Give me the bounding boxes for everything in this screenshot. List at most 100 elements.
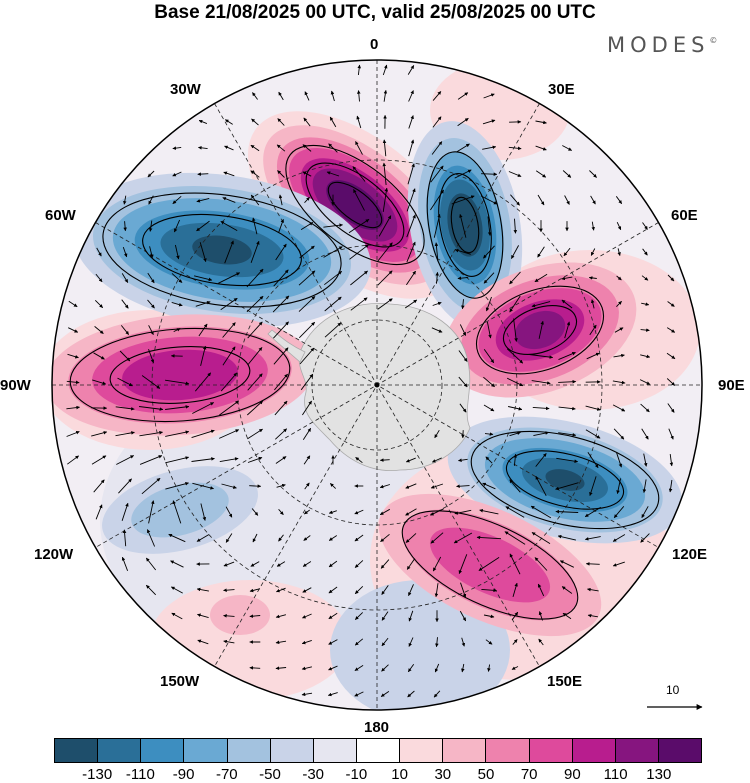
wind-vector [538,611,543,621]
wind-vector [481,588,497,593]
wind-vector [274,400,288,416]
lon-label-90e: 90E [718,377,745,394]
wind-vector [641,302,650,306]
wind-vector [354,560,364,568]
wind-vector [377,298,393,310]
wind-vector [119,350,131,362]
colorbar-swatch [97,739,141,762]
wind-vector [380,533,390,543]
wind-vector [141,375,161,389]
wind-vector [435,637,439,648]
wind-vector [512,582,518,598]
wind-vector [534,557,548,571]
wind-vector [668,479,673,493]
wind-vector [616,478,622,494]
wind-vector [122,529,127,547]
wind-vector [165,456,190,464]
wind-vector [613,428,625,440]
wind-vector [454,509,472,515]
wind-vector [590,195,596,205]
wind-vector [382,187,389,212]
wind-vector [278,218,285,233]
reference-vector-arrow [647,704,703,710]
lon-label-120w: 120W [34,546,74,563]
wind-vector [485,639,493,645]
wind-vector [513,318,518,342]
wind-vector [220,372,238,392]
wind-vector [172,171,182,177]
anomaly-field [52,60,702,710]
wind-vector [537,194,545,206]
colorbar-tick-label: -110 [125,766,155,783]
wind-vector [172,195,182,205]
wind-vector [482,145,497,150]
colorbar-swatch [657,739,702,762]
wind-vector [67,455,79,465]
wind-vector [381,637,389,647]
colorbar-tick-label: 110 [603,766,628,783]
wind-vector [485,456,493,464]
wind-vector [274,428,288,440]
colorbar-swatch [442,739,486,762]
wind-vector [535,120,547,125]
positive-anomaly-east [443,262,637,398]
wind-vector [453,532,473,544]
wind-vector [555,509,579,514]
wind-vector [171,273,183,283]
wind-vector [535,475,547,497]
wind-vector [247,373,263,391]
wind-vector [380,559,390,569]
wind-vector [557,534,577,541]
wind-vector [117,377,133,387]
wind-vector [585,429,601,439]
colorbar-swatch [312,739,356,762]
colorbar-ticks: -130 -110 -90 -70 -50 -30 -10 10 30 50 70 90 110 130 [0,766,750,783]
wind-vector [639,379,651,385]
wind-vector [430,483,444,489]
wind-vector [165,379,190,386]
wind-vector [432,116,442,128]
wind-vector [434,583,439,598]
wind-vector [250,240,260,263]
wind-vector [406,214,416,238]
wind-vector [66,405,80,410]
wind-vector [509,479,521,493]
wind-vector [555,482,579,491]
wind-vector [479,508,499,515]
wind-vector [250,170,260,178]
wind-vector [407,163,415,185]
wind-vector [513,218,518,234]
wind-vector [558,379,577,384]
wind-vector [328,510,337,514]
wind-vector [354,509,364,515]
wind-vector [563,247,571,257]
wind-vector [483,348,495,364]
wind-vector [408,610,414,622]
wind-vector [173,219,181,233]
wind-vector [561,276,573,281]
wind-vector [276,483,286,488]
wind-vector [247,428,263,440]
wind-vector [586,352,600,360]
wind-vector [478,557,500,571]
wind-vector [487,216,492,236]
wind-vector [482,119,496,125]
wind-vector [408,584,414,597]
wind-vector [323,246,343,258]
wind-vector [504,531,526,545]
wind-vector [562,612,572,620]
wind-vector [487,664,491,672]
wind-vector [247,321,263,339]
wind-vector [561,299,573,309]
brand-mark: © [709,36,718,45]
wind-vector [328,143,338,153]
wind-vector [252,92,258,100]
wind-vector [66,431,80,437]
wind-vector [641,506,649,519]
wind-vector [145,557,157,571]
wind-vector [222,197,236,203]
wind-vector [461,299,465,310]
wind-vector [275,640,287,645]
wind-vector [381,664,389,672]
wind-vector [193,275,213,282]
